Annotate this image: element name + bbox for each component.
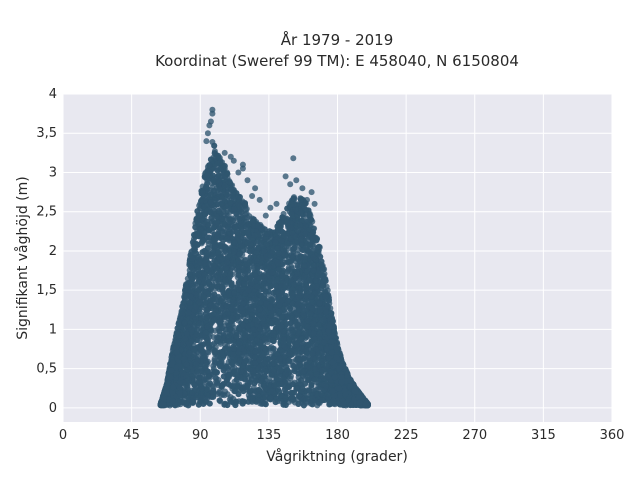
- data-points: [157, 106, 371, 409]
- chart-title-line2: Koordinat (Sweref 99 TM): E 458040, N 61…: [155, 52, 519, 70]
- chart-title-line1: År 1979 - 2019: [281, 30, 394, 49]
